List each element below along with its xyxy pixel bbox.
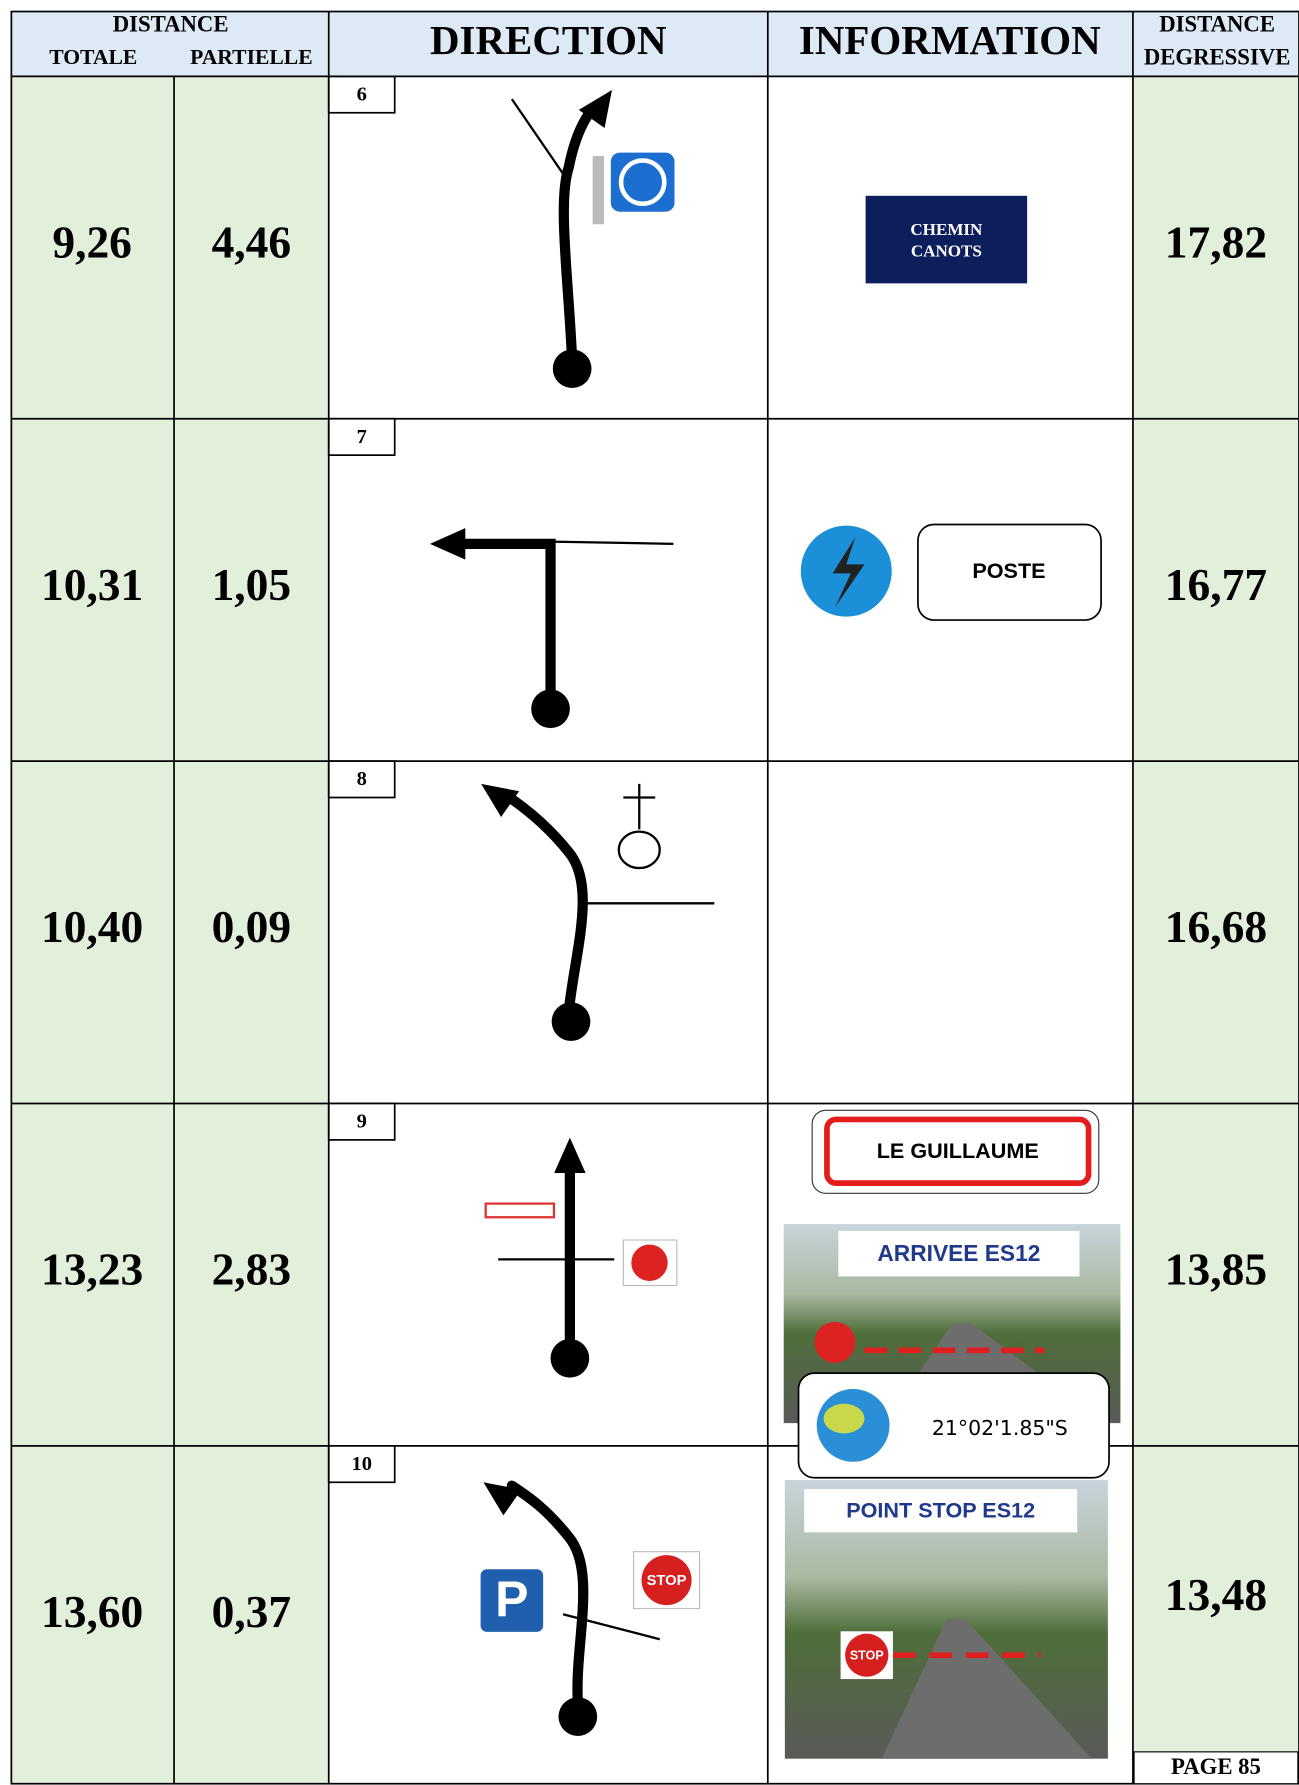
total-cell — [11, 418, 329, 762]
header-degressive: DISTANCE — [1159, 12, 1275, 37]
flag-icon — [631, 1244, 668, 1281]
start-dot — [531, 689, 570, 729]
step-box — [327, 760, 396, 799]
sign-text: CHEMIN — [910, 220, 983, 239]
arrow-head — [481, 783, 520, 818]
start-dot — [551, 1002, 591, 1041]
bus-icon — [618, 158, 667, 207]
arrow-head — [429, 528, 466, 560]
arrow-head — [578, 90, 612, 128]
sign-text: CANOTS — [911, 242, 982, 261]
side-road — [510, 98, 568, 180]
sign-text: LE GUILLAUME — [877, 1138, 1039, 1163]
photo-label: POINT STOP ES12 — [846, 1498, 1035, 1523]
total-cell — [11, 76, 329, 419]
header-distance: DISTANCE — [113, 12, 229, 37]
page-number: PAGE 85 — [1171, 1754, 1261, 1779]
partial-distance: 0,09 — [212, 901, 292, 952]
step-number: 9 — [357, 1111, 367, 1133]
header-partielle: PARTIELLE — [190, 45, 313, 69]
remaining-distance: 13,85 — [1165, 1244, 1267, 1295]
step-number: 7 — [357, 426, 367, 448]
partial-distance: 1,05 — [212, 559, 292, 610]
arrow-head — [554, 1137, 586, 1173]
partial-distance: 0,37 — [212, 1586, 292, 1637]
route — [506, 1480, 589, 1707]
cemetery — [617, 830, 661, 870]
pole — [592, 155, 605, 225]
grid — [10, 10, 1299, 1785]
total-distance: 13,60 — [41, 1586, 143, 1637]
route — [501, 790, 588, 1017]
total-cell — [11, 1445, 329, 1784]
start-dot — [550, 1338, 590, 1378]
stop-text: STOP — [647, 1573, 687, 1589]
side-road — [562, 1613, 661, 1641]
parking-letter: P — [495, 1571, 528, 1627]
remaining-cell — [1132, 761, 1299, 1104]
header-bg — [11, 11, 1299, 77]
total-distance: 9,26 — [52, 216, 132, 267]
stop-disc — [845, 1633, 889, 1677]
partial-distance: 4,46 — [212, 216, 292, 267]
step-number: 10 — [351, 1453, 371, 1475]
step-box — [327, 1102, 396, 1141]
remaining-cell — [1132, 1445, 1299, 1784]
route — [455, 538, 556, 709]
start-dot — [552, 349, 592, 389]
total-cell — [11, 1103, 329, 1446]
remaining-cell — [1132, 1103, 1299, 1446]
coordinates: 21°02'1.85"S — [932, 1416, 1068, 1440]
road-sign — [865, 195, 1028, 284]
remaining-distance: 16,68 — [1165, 901, 1267, 952]
sign-text: POSTE — [972, 558, 1045, 583]
remaining-distance: 16,77 — [1165, 559, 1267, 610]
remaining-cell — [1132, 76, 1299, 419]
route — [558, 105, 597, 366]
partial-distance: 2,83 — [212, 1244, 292, 1295]
poste-sign — [917, 523, 1102, 621]
start-dot — [558, 1697, 598, 1736]
lightning — [832, 537, 865, 608]
step-number: 6 — [357, 83, 367, 105]
header-direction: DIRECTION — [430, 18, 667, 63]
total-distance: 10,40 — [41, 901, 143, 952]
town-sign-border — [824, 1116, 1092, 1186]
photo-label: ARRIVEE ES12 — [877, 1240, 1040, 1266]
remaining-cell — [1132, 418, 1299, 762]
total-distance: 10,31 — [41, 559, 143, 610]
rows: 9,26 4,46 17,82 6 CHEMIN CANOTS 10,31 1,05 16,77… — [11, 75, 1299, 1784]
header-totale: TOTALE — [49, 45, 137, 69]
page-box — [1133, 1751, 1299, 1785]
photo-label-bg — [838, 1230, 1080, 1277]
step-number: 8 — [357, 768, 367, 790]
remaining-distance: 17,82 — [1165, 216, 1267, 267]
header-degressive: DEGRESSIVE — [1144, 45, 1291, 70]
total-distance: 13,23 — [41, 1244, 143, 1295]
step-box — [327, 417, 396, 456]
flag-icon — [814, 1321, 856, 1363]
total-cell — [11, 761, 329, 1104]
parking-sign — [477, 1565, 547, 1636]
side-road — [550, 540, 674, 546]
stop-disc — [641, 1555, 692, 1606]
globe-land — [823, 1403, 865, 1434]
stop-text: STOP — [850, 1649, 884, 1663]
header-information: INFORMATION — [799, 18, 1101, 63]
name-sign — [484, 1202, 556, 1219]
remaining-distance: 13,48 — [1165, 1569, 1267, 1620]
photo-label-bg — [804, 1489, 1078, 1533]
arrow-head — [483, 1482, 522, 1516]
